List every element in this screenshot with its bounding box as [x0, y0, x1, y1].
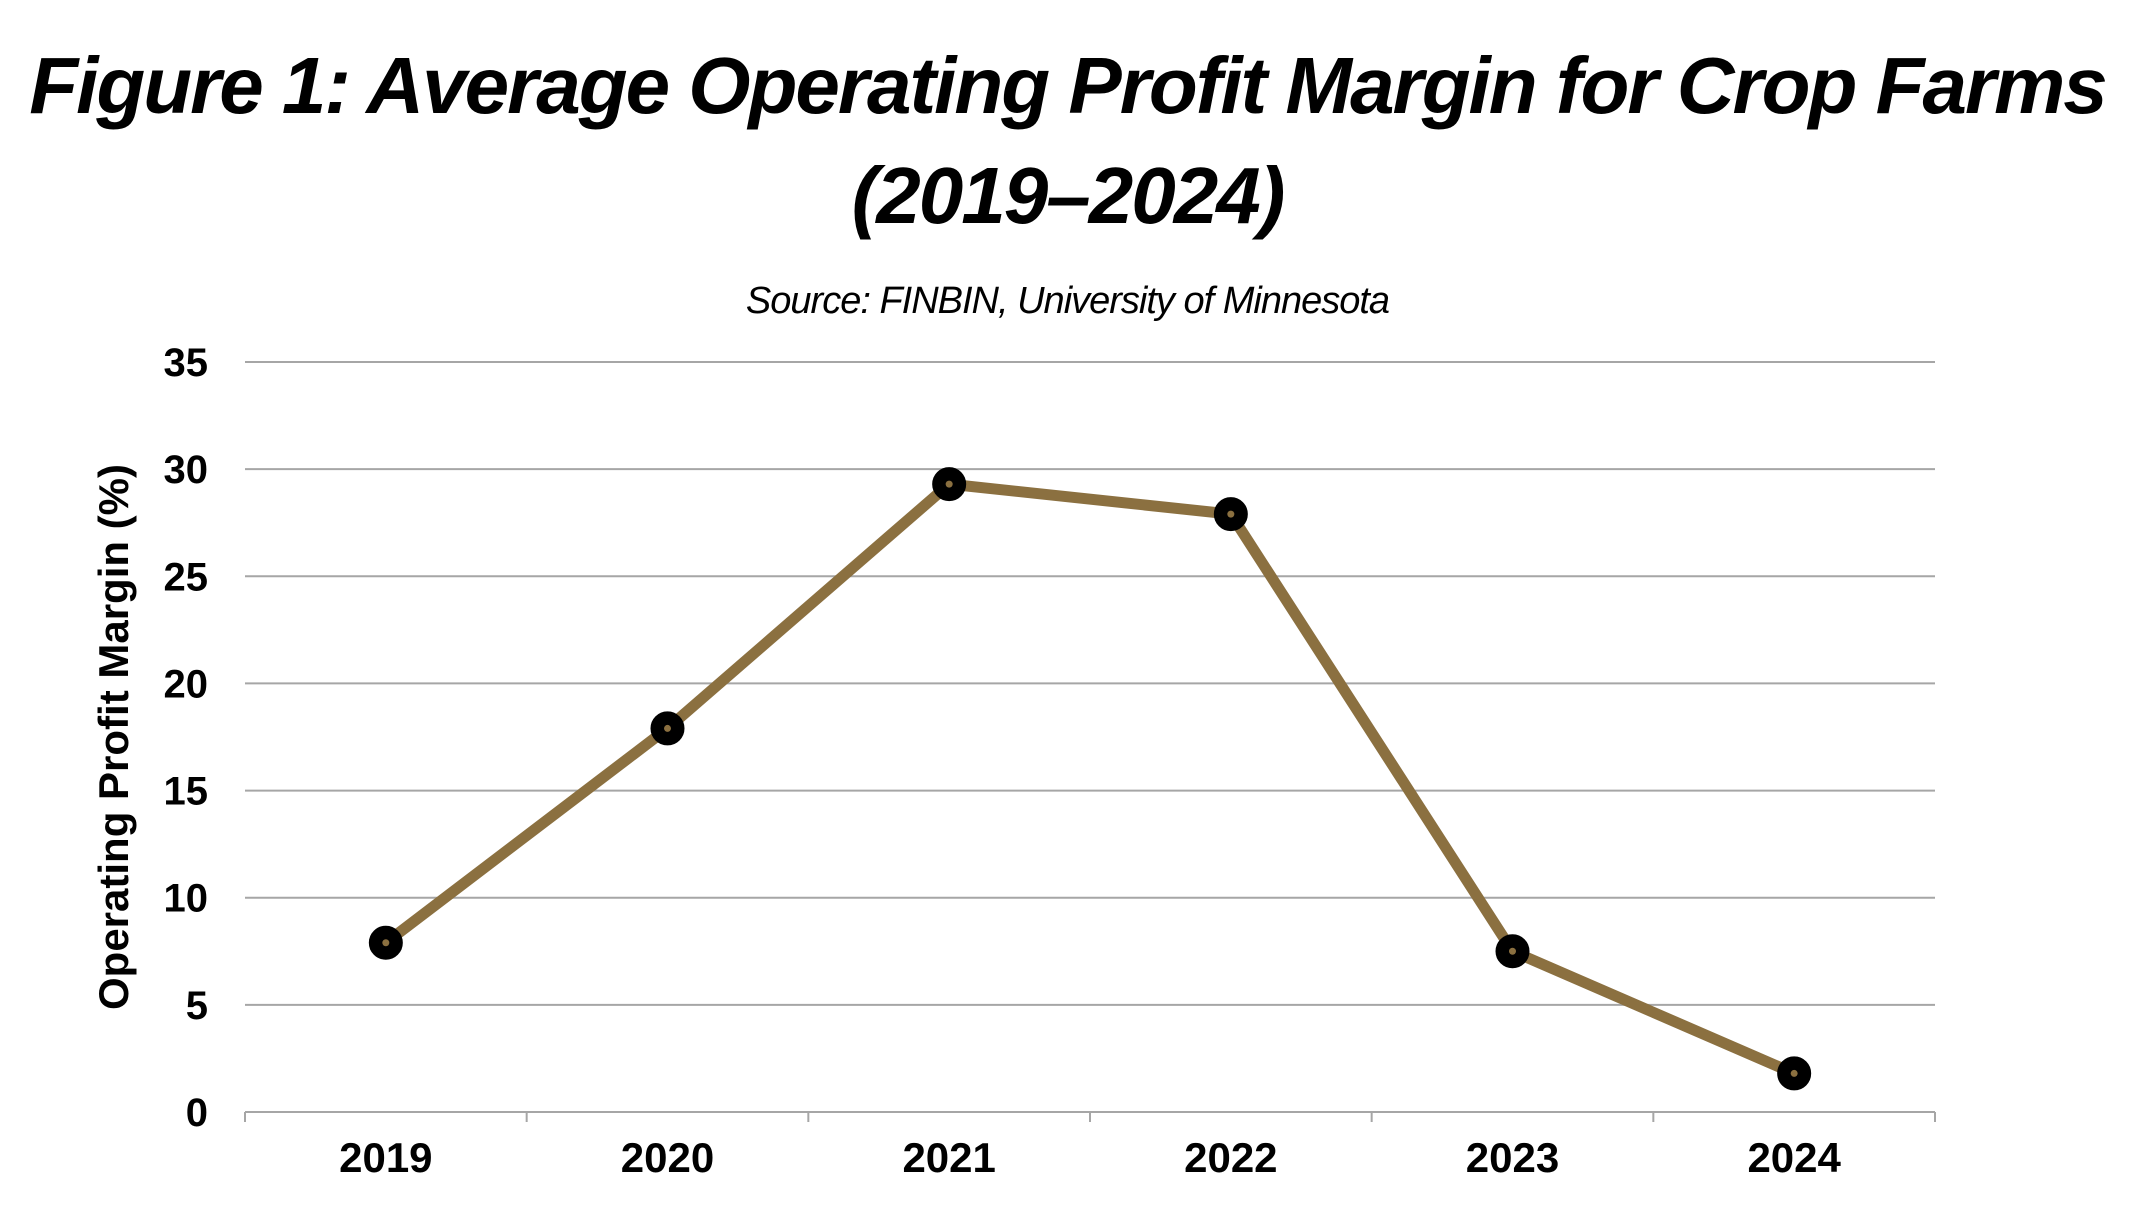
data-point-center [945, 480, 953, 488]
x-axis-ticks: 2019 2020 2021 2022 2023 2024 [339, 1134, 1841, 1181]
gridlines [245, 361, 1935, 1006]
y-tick-label: 30 [164, 448, 209, 492]
y-axis-label: Operating Profit Margin (%) [90, 464, 137, 1010]
y-tick-label: 35 [164, 341, 209, 385]
y-tick-label: 0 [186, 1091, 208, 1135]
x-tick-label: 2024 [1747, 1134, 1841, 1181]
chart-subtitle: Source: FINBIN, University of Minnesota [745, 280, 1390, 322]
x-tick-label: 2019 [339, 1134, 432, 1181]
x-axis [244, 1111, 1936, 1122]
data-point-center [1790, 1069, 1798, 1077]
data-point-markers [368, 467, 1812, 1091]
x-tick-label: 2020 [621, 1134, 714, 1181]
y-tick-label: 25 [164, 555, 209, 599]
chart-title: Figure 1: Average Operating Profit Margi… [29, 41, 2107, 130]
series-line-layer [380, 478, 1800, 1079]
data-point-center [1509, 947, 1516, 955]
data-point-center [1227, 510, 1235, 518]
series-line [380, 478, 1800, 1079]
y-axis-ticks: 0 5 10 15 20 25 30 35 [164, 341, 209, 1135]
x-tick-label: 2022 [1184, 1134, 1277, 1181]
data-point-center [664, 724, 671, 732]
y-tick-label: 5 [186, 984, 208, 1028]
x-tick-label: 2023 [1466, 1134, 1559, 1181]
y-tick-label: 10 [164, 877, 209, 921]
y-tick-label: 15 [164, 770, 209, 814]
data-point-center [382, 939, 390, 947]
chart-title-years: (2019–2024) [851, 151, 1286, 240]
y-tick-label: 20 [164, 662, 209, 706]
x-tick-label: 2021 [902, 1134, 995, 1181]
